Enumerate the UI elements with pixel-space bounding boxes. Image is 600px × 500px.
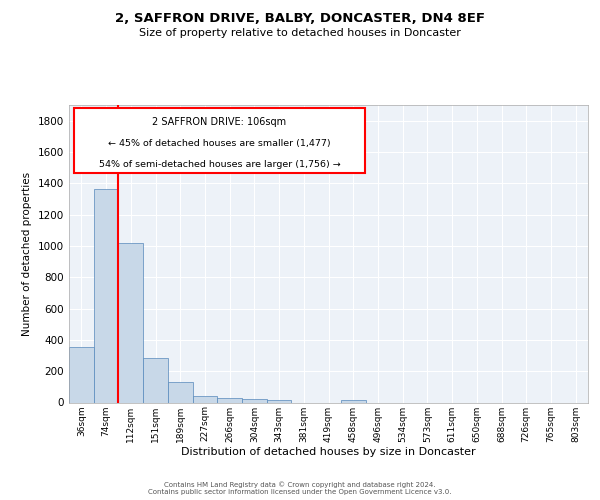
Bar xyxy=(118,243,143,402)
Bar xyxy=(267,400,292,402)
FancyBboxPatch shape xyxy=(74,108,365,174)
Text: 2 SAFFRON DRIVE: 106sqm: 2 SAFFRON DRIVE: 106sqm xyxy=(152,118,287,128)
X-axis label: Distribution of detached houses by size in Doncaster: Distribution of detached houses by size … xyxy=(181,447,476,457)
Bar xyxy=(94,189,118,402)
Bar xyxy=(217,398,242,402)
Bar xyxy=(341,400,365,402)
Bar xyxy=(242,400,267,402)
Bar xyxy=(193,396,217,402)
Text: 54% of semi-detached houses are larger (1,756) →: 54% of semi-detached houses are larger (… xyxy=(98,160,340,170)
Bar xyxy=(143,358,168,403)
Text: Size of property relative to detached houses in Doncaster: Size of property relative to detached ho… xyxy=(139,28,461,38)
Text: Contains HM Land Registry data © Crown copyright and database right 2024.
Contai: Contains HM Land Registry data © Crown c… xyxy=(148,482,452,495)
Bar xyxy=(168,382,193,402)
Text: 2, SAFFRON DRIVE, BALBY, DONCASTER, DN4 8EF: 2, SAFFRON DRIVE, BALBY, DONCASTER, DN4 … xyxy=(115,12,485,26)
Text: ← 45% of detached houses are smaller (1,477): ← 45% of detached houses are smaller (1,… xyxy=(108,140,331,148)
Bar xyxy=(69,347,94,403)
Y-axis label: Number of detached properties: Number of detached properties xyxy=(22,172,32,336)
